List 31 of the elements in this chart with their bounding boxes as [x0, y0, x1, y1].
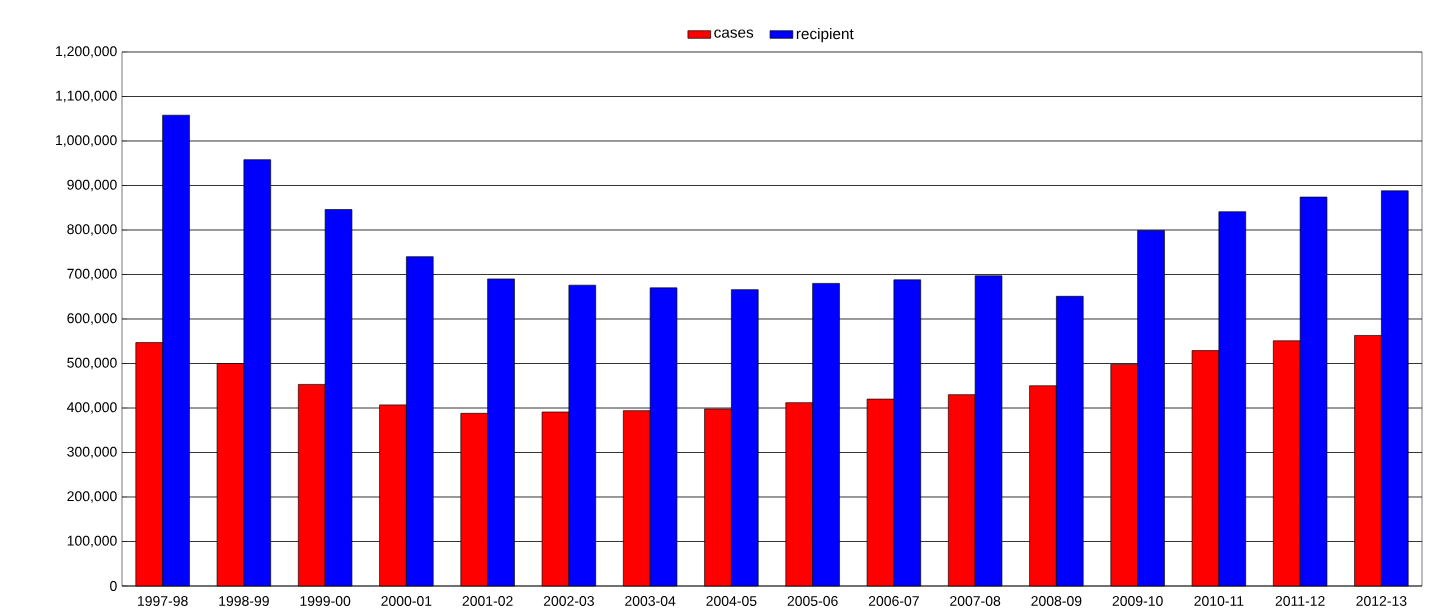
x-tick-label: 2008-09	[1031, 596, 1082, 606]
x-tick-label: 1999-00	[300, 596, 351, 606]
y-tick-label: 500,000	[67, 357, 117, 370]
x-tick-label: 2003-04	[625, 596, 676, 606]
y-tick-label: 700,000	[67, 268, 117, 281]
y-tick-label: 100,000	[67, 535, 117, 548]
x-tick-label: 2006-07	[868, 596, 919, 606]
y-tick-label: 300,000	[67, 446, 117, 459]
x-tick-label: 1998-99	[219, 596, 269, 606]
x-tick-label: 2004-05	[706, 596, 757, 606]
x-tick-label: 2010-11	[1194, 596, 1244, 606]
y-tick-label: 800,000	[67, 224, 117, 236]
x-tick-label: 2005-06	[787, 596, 838, 606]
x-tick-label: 2000-01	[381, 596, 432, 606]
y-tick-label: 1,200,000	[56, 46, 117, 58]
y-tick-label: 600,000	[67, 313, 117, 325]
legend-label: cases	[714, 29, 754, 38]
y-tick-label: 1,100,000	[56, 90, 117, 103]
x-tick-label: 1997-98	[138, 596, 188, 606]
y-tick-label: 1,000,000	[56, 135, 117, 147]
x-tick-label: 2009-10	[1112, 596, 1163, 606]
x-tick-label: 2012-13	[1356, 596, 1407, 606]
x-tick-label: 2011-12	[1275, 596, 1325, 606]
x-tick-label: 2002-03	[543, 596, 594, 606]
y-tick-label: 200,000	[67, 491, 117, 503]
x-tick-label: 2007-08	[950, 596, 1001, 606]
y-tick-label: 900,000	[67, 179, 117, 192]
x-tick-label: 2001-02	[462, 596, 513, 606]
legend-label: recipient	[796, 27, 854, 43]
y-tick-label: 0	[110, 581, 117, 591]
y-tick-label: 400,000	[67, 402, 117, 414]
